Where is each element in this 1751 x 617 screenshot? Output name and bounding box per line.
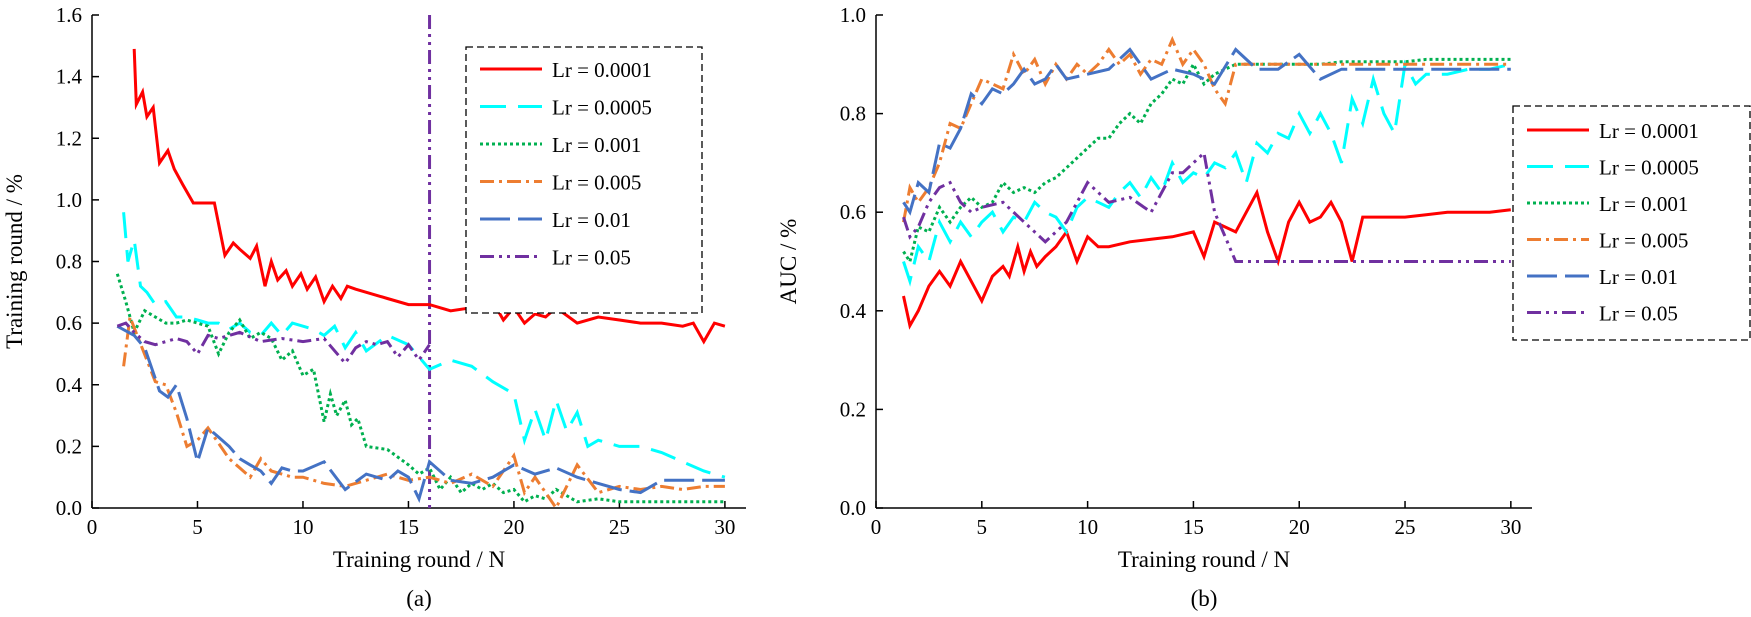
y-tick-label: 1.6 [56, 3, 82, 27]
legend: Lr = 0.0001 Lr = 0.0005 Lr = 0.001 Lr = 0.0… [1512, 105, 1751, 341]
y-tick-label: 0.0 [840, 496, 866, 520]
chart-a: 0 5 10 15 20 25 30 0.0 0.2 0.4 0.6 0.8 1.0 1.2 1.4 1.6 T… [2, 3, 746, 611]
series-line-4 [902, 35, 1511, 223]
x-tick-label: 10 [292, 515, 313, 539]
legend-label: Lr = 0.05 [1599, 302, 1678, 326]
legend-label: Lr = 0.01 [552, 208, 631, 232]
chart-caption: (a) [406, 586, 432, 611]
y-tick-label: 0.4 [840, 299, 867, 323]
legend-label: Lr = 0.0005 [552, 96, 652, 120]
series-line-6 [116, 321, 431, 366]
y-tick-label: 1.0 [56, 188, 82, 212]
series-line-1 [902, 188, 1511, 330]
y-tick-label: 1.2 [56, 126, 82, 150]
legend-label: Lr = 0.0001 [1599, 119, 1699, 143]
series-line-1 [132, 48, 726, 345]
series-line-2 [902, 59, 1512, 287]
series-line-2 [122, 212, 726, 479]
x-tick-label: 20 [1289, 515, 1310, 539]
x-tick-label: 5 [192, 515, 203, 539]
chart-b: 0 5 10 15 20 25 30 0.0 0.2 0.4 0.6 0.8 1.0 Training r… [776, 3, 1751, 611]
x-axis-label: Training round / N [1118, 547, 1291, 572]
legend-label: Lr = 0.001 [552, 133, 641, 157]
x-tick-label: 25 [609, 515, 630, 539]
legend-label: Lr = 0.005 [552, 171, 641, 195]
y-axis-label: Training round / % [2, 174, 27, 349]
legend: Lr = 0.0001 Lr = 0.0005 Lr = 0.001 Lr = 0.0… [465, 46, 703, 314]
y-tick-label: 0.4 [56, 373, 83, 397]
legend-label: Lr = 0.05 [552, 246, 631, 270]
x-tick-label: 15 [1183, 515, 1204, 539]
legend-box [465, 46, 703, 314]
legend-box [1512, 105, 1751, 341]
y-tick-label: 0.6 [840, 200, 866, 224]
y-tick-label: 0.2 [56, 434, 82, 458]
series-line-4 [122, 316, 725, 511]
series-line-6 [902, 150, 1511, 263]
y-axis-label: AUC / % [776, 219, 801, 305]
x-axis-label: Training round / N [333, 547, 506, 572]
legend-label: Lr = 0.005 [1599, 229, 1688, 253]
legend-label: Lr = 0.01 [1599, 265, 1678, 289]
y-tick-label: 0.8 [840, 102, 866, 126]
x-tick-label: 0 [871, 515, 882, 539]
legend-label: Lr = 0.0005 [1599, 156, 1699, 180]
y-tick-label: 1.4 [56, 65, 83, 89]
x-tick-label: 25 [1395, 515, 1416, 539]
y-tick-label: 0.2 [840, 397, 866, 421]
x-tick-label: 30 [1500, 515, 1521, 539]
y-tick-label: 1.0 [840, 3, 866, 27]
x-tick-label: 0 [87, 515, 98, 539]
series-line-3 [902, 57, 1511, 266]
series-line-5 [116, 324, 725, 503]
legend-label: Lr = 0.0001 [552, 58, 652, 82]
x-tick-label: 5 [977, 515, 988, 539]
x-tick-label: 30 [714, 515, 735, 539]
series-line-5 [902, 47, 1511, 216]
series-line-3 [115, 273, 725, 504]
y-tick-label: 0.0 [56, 496, 82, 520]
chart-caption: (b) [1191, 586, 1218, 611]
y-tick-label: 0.8 [56, 250, 82, 274]
x-tick-label: 15 [398, 515, 419, 539]
y-tick-label: 0.6 [56, 311, 82, 335]
x-tick-label: 20 [503, 515, 524, 539]
legend-label: Lr = 0.001 [1599, 192, 1688, 216]
x-tick-label: 10 [1077, 515, 1098, 539]
